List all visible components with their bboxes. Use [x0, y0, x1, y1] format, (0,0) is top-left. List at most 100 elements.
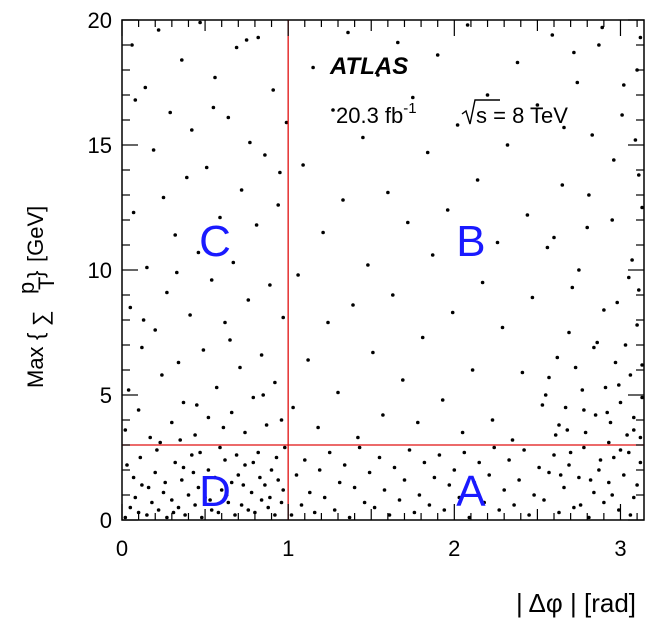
data-point	[312, 510, 317, 515]
data-point	[209, 278, 214, 282]
data-point	[620, 113, 624, 117]
data-point	[218, 215, 222, 220]
data-point	[377, 455, 382, 460]
data-point	[281, 315, 286, 320]
data-point	[510, 438, 515, 442]
data-point	[401, 378, 405, 382]
data-point	[226, 115, 231, 120]
data-point	[535, 103, 540, 107]
data-point	[640, 205, 644, 210]
data-point	[226, 500, 231, 505]
data-point	[628, 513, 633, 517]
data-point	[180, 58, 184, 62]
data-point	[603, 385, 608, 390]
data-point	[560, 183, 565, 187]
data-point	[216, 510, 221, 515]
data-point	[587, 515, 591, 520]
data-point	[460, 430, 465, 435]
data-point	[223, 458, 227, 462]
data-point	[457, 495, 462, 500]
data-point	[467, 515, 472, 520]
energy-text: s = 8 TeV	[476, 103, 568, 128]
data-point	[243, 463, 247, 467]
data-point	[251, 395, 256, 400]
data-point	[442, 508, 447, 512]
data-point	[130, 43, 134, 47]
data-point	[607, 480, 611, 485]
data-point	[562, 125, 566, 130]
data-point	[517, 478, 521, 482]
data-point	[165, 515, 169, 520]
data-point	[597, 43, 601, 47]
data-point	[412, 510, 417, 515]
data-point	[153, 328, 157, 332]
data-point	[170, 498, 174, 502]
data-point	[567, 463, 571, 467]
data-point	[131, 475, 136, 480]
data-point	[583, 430, 588, 435]
data-point	[376, 73, 380, 77]
y-axis-title: Max { ∑ p T } [GeV]	[14, 206, 59, 388]
region-labels: A B C D	[199, 217, 486, 516]
data-point	[284, 120, 289, 125]
data-point	[392, 465, 397, 470]
data-point	[168, 110, 172, 115]
data-point	[171, 510, 176, 515]
data-point	[627, 275, 631, 280]
data-point	[136, 408, 141, 412]
data-point	[635, 323, 639, 327]
data-point	[447, 483, 452, 487]
data-point	[316, 425, 320, 430]
data-point	[239, 188, 244, 192]
data-point	[306, 358, 310, 362]
data-point	[593, 413, 598, 417]
data-point	[505, 143, 510, 147]
data-point	[605, 410, 609, 415]
data-point	[562, 485, 566, 490]
data-point	[525, 213, 530, 217]
data-point	[502, 488, 507, 492]
data-point	[198, 20, 202, 25]
data-point	[427, 503, 432, 507]
data-point	[470, 368, 475, 372]
data-point	[612, 455, 616, 460]
data-point	[617, 383, 621, 387]
data-point	[214, 385, 219, 390]
data-point	[618, 400, 623, 405]
data-point	[208, 498, 212, 502]
data-point	[219, 488, 224, 492]
data-point	[602, 500, 606, 505]
data-point	[623, 343, 628, 347]
data-point	[188, 313, 192, 317]
data-point	[251, 460, 256, 465]
data-point	[263, 153, 267, 157]
data-point	[283, 445, 287, 450]
data-point	[233, 513, 237, 517]
data-point	[495, 240, 500, 245]
data-point	[279, 500, 284, 505]
data-point	[206, 415, 211, 420]
data-point	[607, 440, 611, 445]
data-point	[311, 65, 315, 70]
data-point	[573, 365, 578, 370]
data-point	[191, 470, 196, 475]
data-point	[372, 505, 377, 510]
data-point	[161, 490, 166, 495]
data-point	[532, 493, 536, 497]
points-layer	[123, 20, 644, 520]
luminosity-value: 20.3 fb	[336, 103, 403, 128]
data-point	[140, 483, 144, 487]
data-point	[580, 388, 585, 392]
data-point	[567, 330, 571, 335]
data-point	[181, 465, 186, 470]
data-point	[190, 453, 194, 457]
data-point	[136, 510, 141, 515]
data-point	[200, 515, 204, 520]
data-point	[638, 435, 643, 440]
data-point	[563, 405, 568, 410]
data-point	[638, 460, 643, 465]
data-point	[273, 513, 277, 517]
data-point	[417, 493, 422, 497]
data-point	[582, 445, 586, 450]
